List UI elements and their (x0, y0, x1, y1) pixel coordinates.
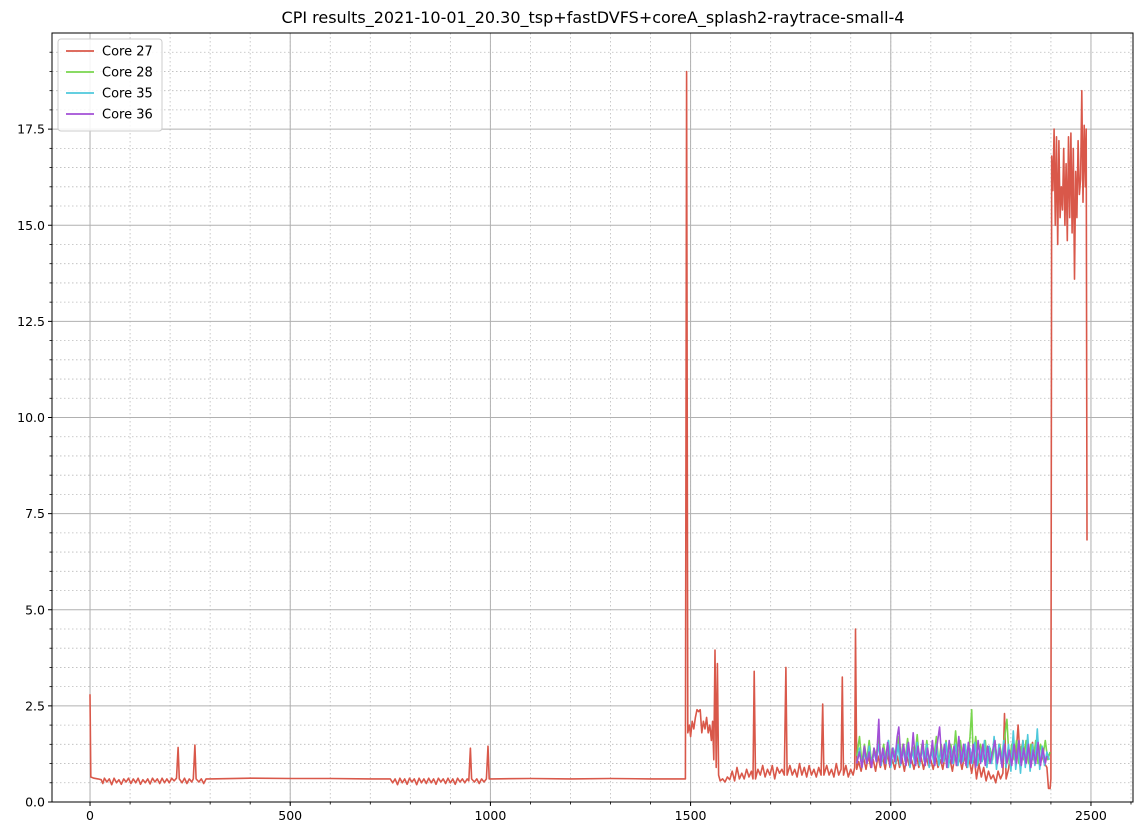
series-line-core-36 (855, 718, 1048, 769)
legend-box (57, 38, 163, 132)
x-tick-label: 1000 (474, 808, 506, 823)
axis-labels: 0 500 1000 1500 2000 2500 0.0 2.5 5.0 7.5 10.0 12.5… (17, 122, 1107, 823)
legend: Core 27 Core 28 Core 35 Core 36 (57, 38, 163, 132)
series-line-core-27 (89, 70, 1088, 790)
y-tick-label: 2.5 (25, 698, 45, 713)
chart-title: CPI results_2021-10-01_20.30_tsp+fastDVF… (282, 8, 905, 28)
series-layer (89, 70, 1088, 790)
y-tick-label: 5.0 (25, 602, 45, 617)
axis-ticks (48, 51, 1132, 806)
y-tick-label: 7.5 (25, 506, 45, 521)
y-tick-label: 10.0 (17, 410, 45, 425)
legend-label-core-36: Core 36 (102, 108, 153, 123)
x-tick-label: 0 (86, 808, 94, 823)
legend-label-core-35: Core 35 (102, 87, 153, 102)
y-tick-label: 12.5 (17, 314, 45, 329)
legend-label-core-28: Core 28 (102, 66, 153, 81)
major-grid (52, 33, 1133, 803)
x-tick-label: 2500 (1075, 808, 1107, 823)
y-tick-label: 0.0 (25, 795, 45, 810)
y-tick-label: 17.5 (17, 122, 45, 137)
y-tick-label: 15.0 (17, 218, 45, 233)
x-tick-label: 1500 (675, 808, 707, 823)
x-tick-label: 2000 (875, 808, 907, 823)
x-tick-label: 500 (278, 808, 302, 823)
legend-label-core-27: Core 27 (102, 45, 153, 60)
